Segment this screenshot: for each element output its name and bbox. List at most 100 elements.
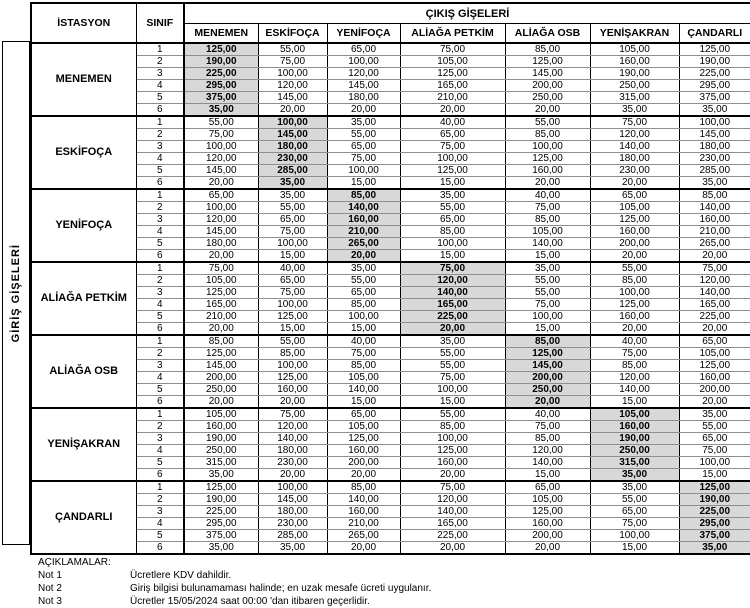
- class-number-cell: 5: [135, 237, 185, 250]
- fare-cell: 100,00: [589, 529, 680, 542]
- fare-cell: 15,00: [257, 249, 328, 263]
- fare-cell: 125,00: [399, 444, 506, 457]
- fare-cell: 100,00: [589, 286, 680, 299]
- fare-cell: 40,00: [257, 261, 328, 275]
- class-number-cell: 1: [135, 407, 185, 421]
- fare-cell: 85,00: [399, 420, 506, 433]
- fare-cell: 200,00: [678, 383, 750, 396]
- column-header-menemen: MENEMEN: [183, 23, 259, 44]
- fare-cell-same-station: 190,00: [183, 55, 259, 68]
- fare-cell: 55,00: [678, 420, 750, 433]
- class-number-cell: 1: [135, 42, 185, 56]
- entry-gates-label: GİRİŞ GİŞELERİ: [10, 243, 22, 343]
- column-header-yenisakran: YENİŞAKRAN: [589, 23, 680, 44]
- notes-title: AÇIKLAMALAR:: [38, 557, 111, 568]
- fare-row: 6 20,00 35,00 15,00 15,00 20,00 20,00 35,00: [31, 176, 750, 190]
- fare-cell-same-station: 250,00: [589, 444, 680, 457]
- fare-cell: 35,00: [326, 115, 401, 129]
- fare-cell: 190,00: [589, 67, 680, 80]
- note-text: Ücretlere KDV dahildir.: [130, 570, 232, 581]
- fare-cell: 250,00: [589, 79, 680, 92]
- fare-cell-same-station: 20,00: [399, 322, 506, 336]
- fare-cell: 145,00: [678, 128, 750, 141]
- fare-cell-same-station: 160,00: [589, 420, 680, 433]
- fare-cell: 105,00: [678, 347, 750, 360]
- fare-cell: 65,00: [678, 334, 750, 348]
- fare-cell: 85,00: [326, 298, 401, 311]
- fare-row: 3 225,00 100,00 120,00 125,00 145,00 190,00 225…: [31, 67, 750, 80]
- fare-cell: 20,00: [326, 541, 401, 555]
- fare-row: 2 75,00 145,00 55,00 65,00 85,00 120,00 145,00: [31, 128, 750, 141]
- fare-cell: 160,00: [183, 420, 259, 433]
- fare-cell: 225,00: [399, 529, 506, 542]
- fare-cell: 225,00: [183, 505, 259, 518]
- class-number-cell: 4: [135, 225, 185, 238]
- fare-cell: 145,00: [326, 79, 401, 92]
- fare-cell: 65,00: [399, 213, 506, 226]
- fare-cell: 200,00: [589, 237, 680, 250]
- class-number-cell: 2: [135, 201, 185, 214]
- fare-row: 5 375,00 145,00 180,00 210,00 250,00 315,00 375…: [31, 91, 750, 104]
- fare-cell: 200,00: [183, 371, 259, 384]
- fare-cell: 85,00: [399, 225, 506, 238]
- fare-cell: 120,00: [589, 371, 680, 384]
- fare-cell: 55,00: [504, 274, 591, 287]
- fare-row: 3 125,00 75,00 65,00 140,00 55,00 100,00 140,00: [31, 286, 750, 299]
- fare-cell: 35,00: [399, 188, 506, 202]
- fare-cell: 75,00: [678, 444, 750, 457]
- fare-cell-same-station: 225,00: [678, 505, 750, 518]
- fare-cell: 15,00: [589, 395, 680, 409]
- fare-cell-same-station: 35,00: [678, 541, 750, 555]
- station-name-cell: ALİAĞA OSB: [30, 334, 137, 409]
- fare-cell: 40,00: [589, 334, 680, 348]
- fare-cell: 75,00: [399, 140, 506, 153]
- fare-cell: 20,00: [399, 541, 506, 555]
- fare-cell-same-station: 225,00: [399, 310, 506, 323]
- fare-cell: 250,00: [504, 91, 591, 104]
- fare-cell: 75,00: [399, 371, 506, 384]
- fare-cell: 85,00: [678, 188, 750, 202]
- fare-cell: 125,00: [399, 67, 506, 80]
- fare-cell: 15,00: [399, 176, 506, 190]
- fare-cell: 85,00: [326, 359, 401, 372]
- fare-cell: 75,00: [399, 42, 506, 56]
- fare-cell: 120,00: [326, 67, 401, 80]
- fare-cell-same-station: 75,00: [399, 261, 506, 275]
- fare-row: 2 160,00 120,00 105,00 85,00 75,00 160,00 55,00: [31, 420, 750, 433]
- fare-cell: 100,00: [257, 359, 328, 372]
- fare-cell: 225,00: [678, 310, 750, 323]
- fare-cell-same-station: 315,00: [589, 456, 680, 469]
- fare-cell: 165,00: [183, 298, 259, 311]
- fare-cell: 165,00: [678, 298, 750, 311]
- fare-cell: 105,00: [183, 407, 259, 421]
- fare-cell: 75,00: [504, 298, 591, 311]
- fare-cell-same-station: 190,00: [589, 432, 680, 445]
- fare-cell: 20,00: [504, 176, 591, 190]
- fare-cell: 55,00: [257, 201, 328, 214]
- fare-cell: 15,00: [504, 468, 591, 482]
- fare-cell: 15,00: [504, 249, 591, 263]
- fare-cell: 75,00: [504, 201, 591, 214]
- fare-cell-same-station: 145,00: [504, 359, 591, 372]
- station-name-cell: ALİAĞA PETKİM: [30, 261, 137, 336]
- fare-cell: 85,00: [589, 359, 680, 372]
- class-number-cell: 4: [135, 517, 185, 530]
- fare-cell: 55,00: [504, 286, 591, 299]
- column-header-aliaga-osb: ALİAĞA OSB: [504, 23, 591, 44]
- fare-cell: 145,00: [257, 91, 328, 104]
- class-number-cell: 5: [135, 383, 185, 396]
- fare-cell: 100,00: [326, 164, 401, 177]
- fare-cell: 375,00: [183, 529, 259, 542]
- fare-cell-same-station: 20,00: [326, 249, 401, 263]
- class-number-cell: 2: [135, 128, 185, 141]
- fare-row: 5 145,00 285,00 100,00 125,00 160,00 230,00 285…: [31, 164, 750, 177]
- fare-cell: 125,00: [678, 42, 750, 56]
- fare-cell: 125,00: [504, 55, 591, 68]
- fare-cell: 100,00: [399, 432, 506, 445]
- class-number-cell: 5: [135, 529, 185, 542]
- fare-cell-same-station: 140,00: [399, 286, 506, 299]
- class-number-cell: 3: [135, 432, 185, 445]
- fare-cell: 125,00: [678, 359, 750, 372]
- fare-cell: 100,00: [257, 67, 328, 80]
- fare-row: MENEMEN 1 125,00 55,00 65,00 75,00 85,00 105,00…: [30, 42, 750, 117]
